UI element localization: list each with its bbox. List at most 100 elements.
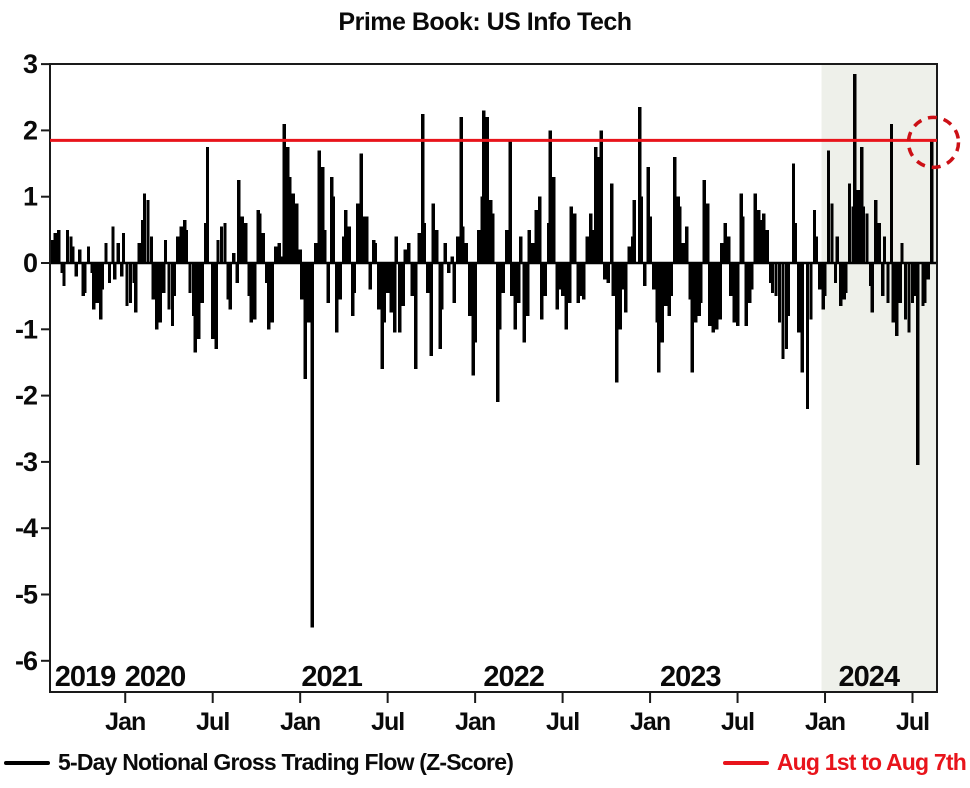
bar [176,236,180,263]
bar [455,236,460,263]
x-tick-label: Jul [371,708,404,736]
bar [81,263,85,297]
bar [422,223,427,263]
bar-chart: 3 2 1 0 -1 -2 -3 -4 -5 -6 Jan Jul Jan Jul Jan Jul Jan Jul… [15,49,961,736]
bar [464,243,469,263]
bar [440,263,444,310]
bar [452,263,456,303]
bar [543,263,547,297]
bar [611,263,615,297]
bar [744,263,748,326]
bar [155,263,159,330]
bar [651,263,656,290]
bar [648,216,652,263]
bar [438,263,442,350]
bar [368,263,372,290]
bar [623,263,628,313]
bar [468,263,472,316]
bar [525,263,530,316]
bar [564,263,568,330]
bar [891,263,895,323]
bar [282,123,287,263]
bar [672,156,677,263]
bar [204,223,208,263]
bar [681,243,685,263]
bar [261,233,266,263]
bar [762,213,766,263]
x-tick-label: Jul [896,708,929,736]
bar [921,263,925,307]
bar [356,203,360,263]
bar [125,263,129,307]
bar [71,246,75,263]
bar [167,263,171,310]
y-tick-label: 1 [23,182,38,212]
bar [228,263,232,310]
bar [877,223,881,263]
bar [307,263,311,323]
bar [504,229,509,263]
bar [720,243,724,263]
legend-series-label: 5-Day Notional Gross Trading Flow (Z-Sco… [58,749,514,775]
bar [818,263,822,290]
bar [844,263,848,293]
bar [685,226,689,263]
bar [510,263,514,297]
bar [223,223,227,263]
bar [365,216,369,263]
bar [753,193,757,263]
y-tick-label: 2 [23,115,37,145]
bar [240,216,245,263]
legend-reference-label: Aug 1st to Aug 7th [776,749,967,775]
bar [197,263,201,340]
bar [286,147,290,263]
bar [274,246,278,263]
bar [323,229,327,263]
bar [480,196,484,263]
bar [573,213,577,263]
bar [151,263,155,300]
y-tick-label: -6 [15,646,38,676]
bar [279,256,283,263]
bar [861,206,866,263]
bar [226,263,231,300]
bar [473,263,477,343]
bar [546,223,551,263]
bar [907,263,911,333]
bar [450,256,455,263]
bar [912,263,916,297]
bar [420,113,425,263]
bar [389,263,393,313]
bar [606,263,610,283]
bar [249,263,253,323]
bar [578,263,582,297]
bar [646,166,650,263]
bar [706,203,710,263]
bar [99,263,103,320]
bar [749,263,754,290]
bar [363,216,367,263]
bar [237,180,241,263]
bar [797,263,801,333]
bar [100,263,105,290]
bar [501,263,505,293]
y-axis-ticks: 3 2 1 0 -1 -2 -3 -4 -5 -6 [15,49,50,676]
bar [253,263,257,320]
bar [741,216,745,263]
bar [244,223,248,263]
plot-frame [49,63,938,693]
bar [882,236,887,263]
bar [121,233,126,263]
bar [104,243,108,263]
bar [352,263,357,293]
bar [714,263,719,330]
bar [447,263,451,273]
x-tick-label: Jul [196,708,229,736]
bar [615,263,619,383]
bar [417,233,421,263]
bar [693,263,698,323]
bar [382,263,386,323]
bar [86,246,91,263]
bar [183,219,187,263]
